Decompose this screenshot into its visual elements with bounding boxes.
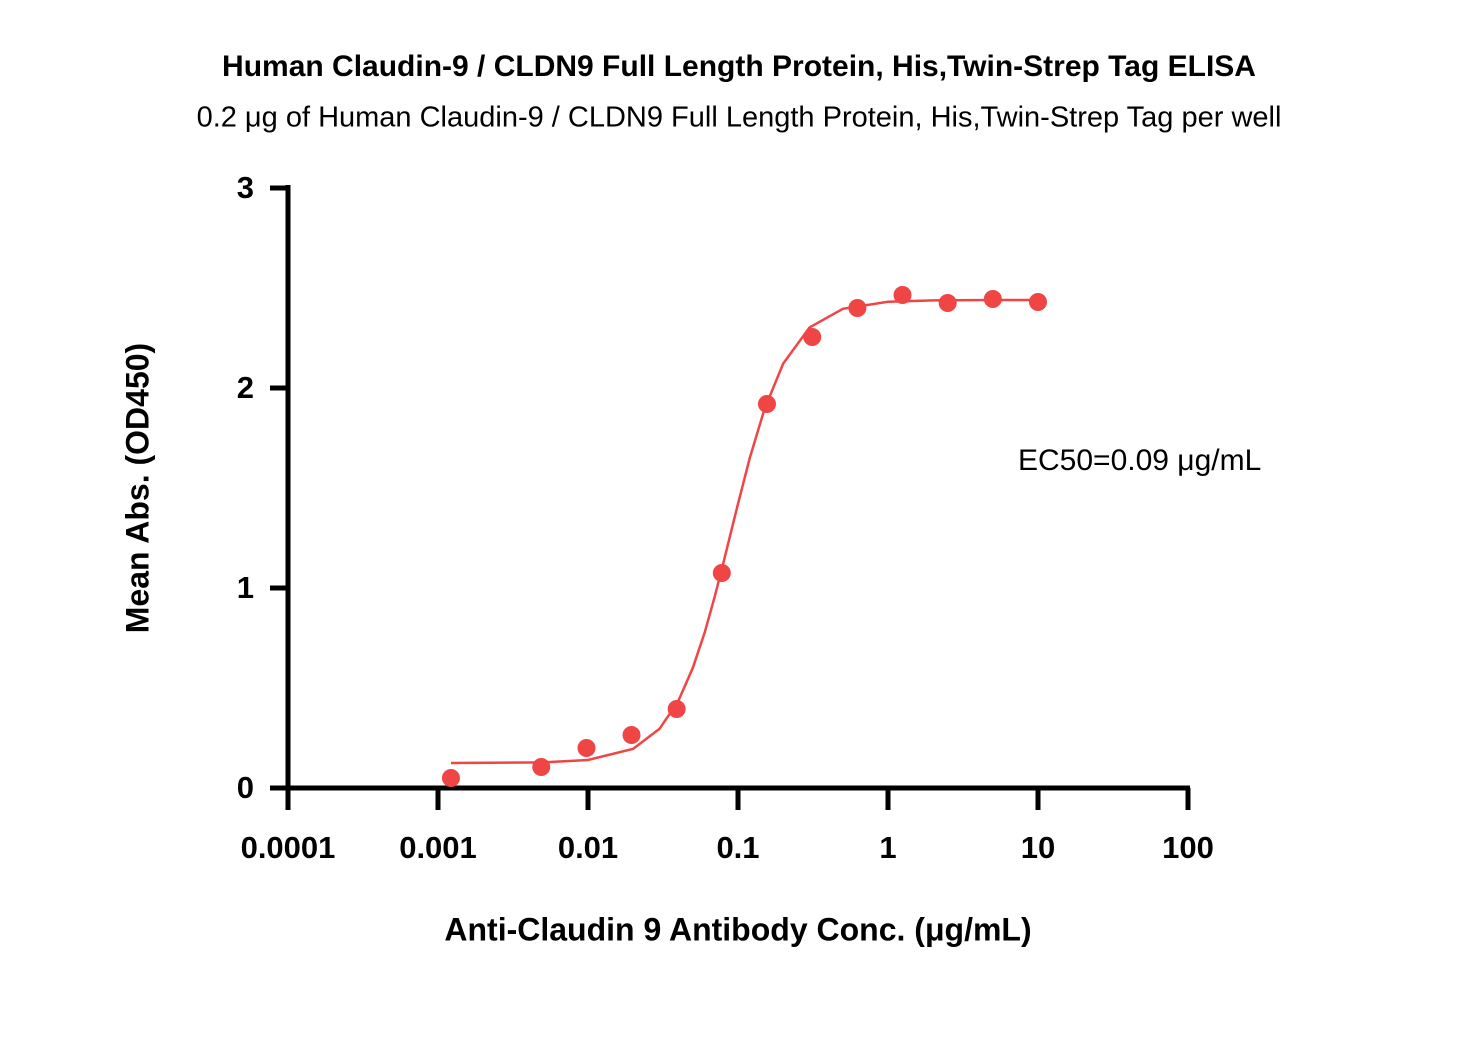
data-point [803,328,822,346]
y-tick-label: 0 [237,770,254,805]
y-tick-label: 3 [237,170,254,205]
data-point [667,700,686,718]
x-tick-label: 100 [1162,830,1214,865]
y-tick-label: 2 [237,370,254,405]
data-point [757,395,776,413]
data-point [532,758,551,776]
x-tick-label: 1 [879,830,896,865]
data-point [983,290,1002,308]
x-tick-label: 0.1 [716,830,759,865]
x-tick-label: 10 [1021,830,1055,865]
data-point [441,769,460,787]
x-tick-label: 0.0001 [241,830,336,865]
data-point [1029,293,1047,311]
x-tick-label: 0.01 [558,830,618,865]
data-point [848,299,867,317]
y-axis-title: Mean Abs. (OD450) [119,343,155,633]
chart-subtitle: 0.2 μg of Human Claudin-9 / CLDN9 Full L… [197,102,1282,134]
ec50-annotation: EC50=0.09 μg/mL [1018,444,1261,477]
x-axis-title: Anti-Claudin 9 Antibody Conc. (μg/mL) [444,911,1031,947]
y-tick-label: 1 [237,570,254,605]
data-point [577,739,596,757]
data-point [712,564,731,582]
data-point [938,294,957,312]
x-tick-label: 0.001 [399,830,477,865]
data-point [622,726,641,744]
chart-title: Human Claudin-9 / CLDN9 Full Length Prot… [222,50,1256,83]
fit-curve [450,298,1038,765]
data-point [893,286,912,304]
